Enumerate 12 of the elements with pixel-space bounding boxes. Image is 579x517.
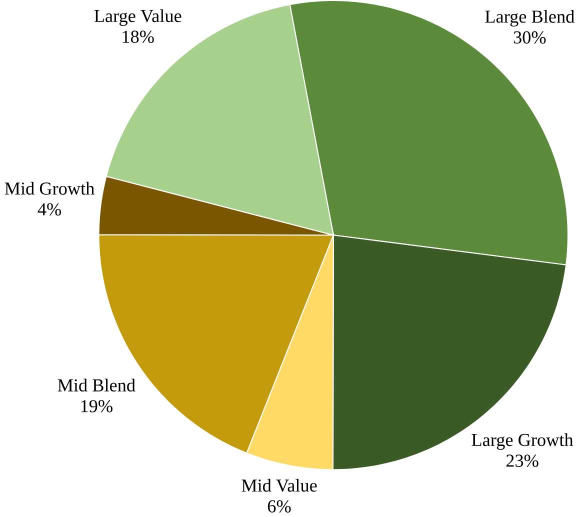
slice-label: Large Value [94,9,182,26]
data-label: 18% [122,30,154,44]
data-label: 4% [38,203,62,216]
slice-label: Large Growth [472,433,574,450]
data-label: 6% [268,500,291,513]
data-label: 23% [506,454,538,467]
data-label: 30% [514,31,546,44]
data-label: 19% [81,400,112,412]
slice-label: Large Blend [485,10,574,27]
slice-label: Mid Blend [58,378,136,392]
slice-label: Mid Value [242,478,317,492]
slice-label: Mid Growth [4,182,94,195]
